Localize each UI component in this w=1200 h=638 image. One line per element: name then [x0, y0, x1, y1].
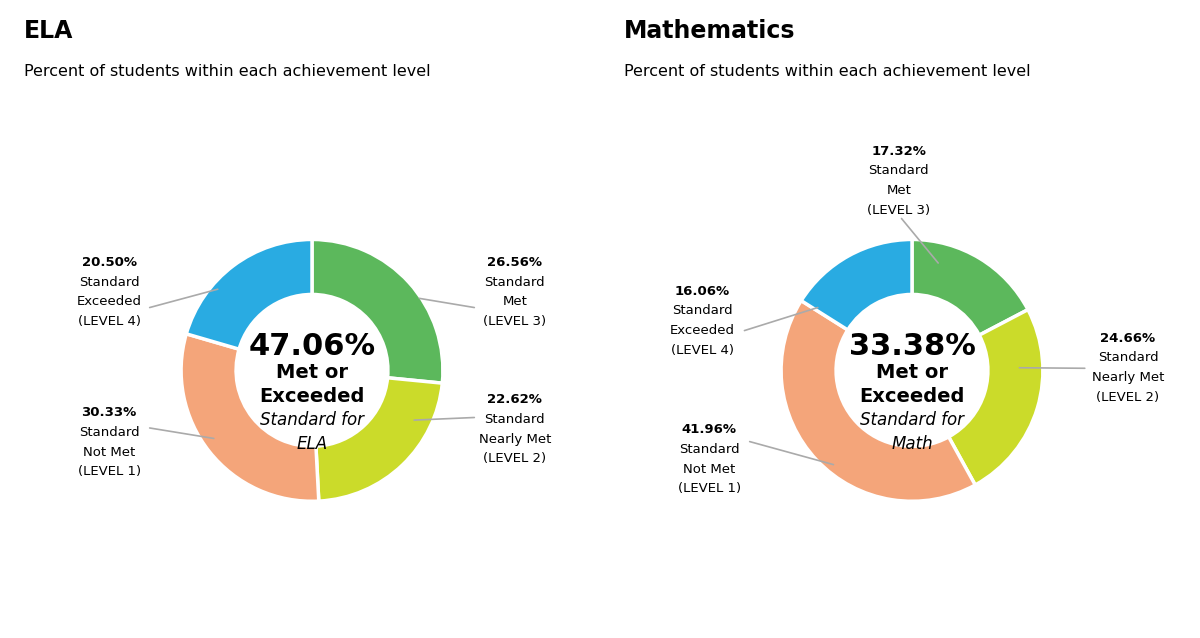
- Text: (LEVEL 3): (LEVEL 3): [868, 204, 930, 216]
- Text: (LEVEL 2): (LEVEL 2): [1097, 390, 1159, 404]
- Text: (LEVEL 4): (LEVEL 4): [78, 315, 140, 328]
- Text: 47.06%: 47.06%: [248, 332, 376, 361]
- Text: Mathematics: Mathematics: [624, 19, 796, 43]
- Text: Standard: Standard: [79, 426, 139, 439]
- Text: Math: Math: [892, 434, 932, 453]
- Text: Standard: Standard: [1098, 352, 1158, 364]
- Text: 16.06%: 16.06%: [674, 285, 730, 298]
- Wedge shape: [312, 239, 443, 383]
- Text: Exceeded: Exceeded: [259, 387, 365, 406]
- Text: Exceeded: Exceeded: [859, 387, 965, 406]
- Text: ELA: ELA: [296, 434, 328, 453]
- Text: (LEVEL 3): (LEVEL 3): [484, 315, 546, 328]
- Text: 33.38%: 33.38%: [848, 332, 976, 361]
- Wedge shape: [186, 239, 312, 349]
- Text: Exceeded: Exceeded: [670, 324, 736, 337]
- Text: Standard for: Standard for: [260, 411, 364, 429]
- Text: Not Met: Not Met: [83, 446, 136, 459]
- Text: Exceeded: Exceeded: [77, 295, 142, 308]
- Text: Met or: Met or: [276, 364, 348, 383]
- Text: 22.62%: 22.62%: [487, 393, 542, 406]
- Text: 20.50%: 20.50%: [82, 256, 137, 269]
- Text: 30.33%: 30.33%: [82, 406, 137, 419]
- Text: Percent of students within each achievement level: Percent of students within each achievem…: [624, 64, 1031, 79]
- Text: Percent of students within each achievement level: Percent of students within each achievem…: [24, 64, 431, 79]
- Text: (LEVEL 1): (LEVEL 1): [78, 465, 140, 478]
- Wedge shape: [781, 300, 976, 501]
- Text: Met: Met: [887, 184, 911, 197]
- Text: Standard: Standard: [485, 413, 545, 426]
- Text: Nearly Met: Nearly Met: [479, 433, 551, 445]
- Text: Standard: Standard: [869, 164, 929, 177]
- Text: (LEVEL 4): (LEVEL 4): [671, 344, 734, 357]
- Text: (LEVEL 1): (LEVEL 1): [678, 482, 740, 495]
- Wedge shape: [912, 239, 1028, 335]
- Text: 26.56%: 26.56%: [487, 256, 542, 269]
- Text: Met or: Met or: [876, 364, 948, 383]
- Wedge shape: [181, 334, 319, 501]
- Text: Standard: Standard: [679, 443, 739, 456]
- Text: Not Met: Not Met: [683, 463, 736, 476]
- Text: Nearly Met: Nearly Met: [1092, 371, 1164, 384]
- Wedge shape: [949, 309, 1043, 485]
- Text: Standard: Standard: [672, 304, 733, 317]
- Wedge shape: [802, 239, 912, 330]
- Wedge shape: [316, 378, 443, 501]
- Text: 41.96%: 41.96%: [682, 424, 737, 436]
- Text: Standard: Standard: [79, 276, 139, 288]
- Text: 24.66%: 24.66%: [1100, 332, 1156, 345]
- Text: Standard: Standard: [485, 276, 545, 288]
- Text: ELA: ELA: [24, 19, 73, 43]
- Text: (LEVEL 2): (LEVEL 2): [484, 452, 546, 465]
- Text: 17.32%: 17.32%: [871, 145, 926, 158]
- Text: Met: Met: [503, 295, 527, 308]
- Text: Standard for: Standard for: [860, 411, 964, 429]
